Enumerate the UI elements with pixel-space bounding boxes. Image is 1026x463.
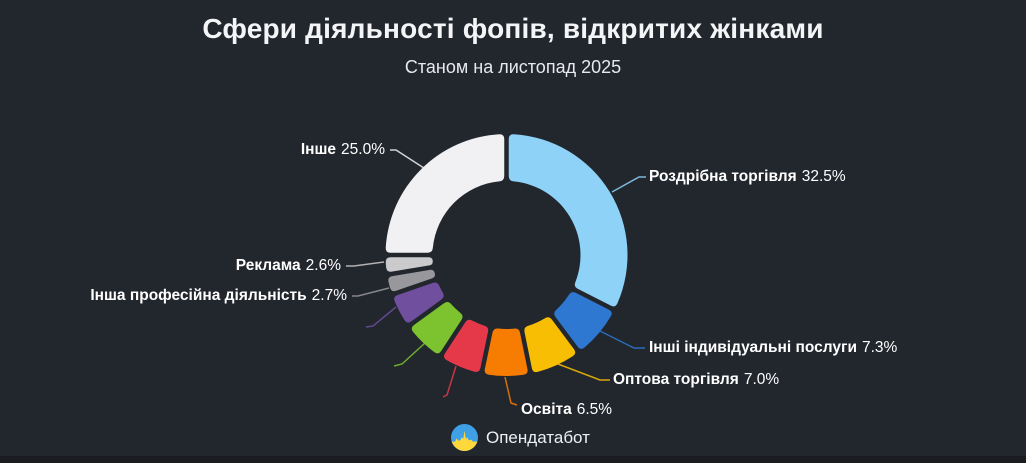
bottom-edge-strip — [0, 456, 1026, 463]
opendatabot-logo[interactable]: Опендатабот — [451, 424, 590, 451]
slice-label-percent: 25.0% — [341, 141, 385, 158]
chart-subtitle: Станом на листопад 2025 — [404, 57, 622, 77]
slice-label-name: Роздрібна торгівля — [649, 168, 797, 185]
slice-label-8: Реклама 2.6% — [236, 257, 341, 275]
donut-slice-1[interactable] — [554, 292, 612, 349]
slice-label-percent: 6.5% — [576, 401, 613, 418]
donut-slice-6[interactable] — [394, 282, 444, 323]
slice-label-3: Освіта 6.5% — [521, 401, 612, 419]
connector-line-0 — [611, 176, 646, 193]
slice-label-percent: 7.0% — [743, 371, 780, 388]
slice-label-name: Реклама — [235, 257, 301, 274]
donut-slice-7[interactable] — [388, 269, 436, 292]
chart-title: Сфери діяльності фопів, відкритих жінкам… — [202, 13, 824, 44]
slice-label-name: Освіта — [521, 401, 572, 418]
connector-line-3 — [504, 376, 518, 406]
donut-slice-3[interactable] — [484, 328, 528, 377]
connector-line-7 — [352, 287, 390, 297]
connector-line-1 — [599, 330, 645, 349]
donut-slice-9[interactable] — [385, 134, 505, 253]
donut-slice-5[interactable] — [411, 301, 463, 354]
donut-slice-2[interactable] — [524, 317, 576, 373]
connector-line-2 — [557, 363, 610, 381]
slice-label-0: Роздрібна торгівля 32.5% — [649, 168, 846, 186]
donut-slice-0[interactable] — [508, 134, 628, 307]
slice-label-name: Інше — [300, 141, 337, 158]
donut-slice-8[interactable] — [385, 257, 433, 272]
slice-label-7: Інша професійна діяльність 2.7% — [90, 287, 347, 305]
slice-label-9: Інше 25.0% — [301, 141, 385, 159]
slice-label-percent: 7.3% — [861, 339, 898, 356]
connector-line-6 — [365, 306, 397, 328]
logo-text: Опендатабот — [486, 427, 590, 447]
donut-slice-4[interactable] — [443, 319, 489, 372]
slice-label-percent: 2.6% — [305, 257, 341, 274]
connector-line-4 — [442, 365, 457, 398]
slice-label-name: Інша професійна діяльність — [90, 287, 307, 304]
connector-line-9 — [390, 149, 428, 171]
opendatabot-icon — [451, 424, 478, 451]
slice-label-percent: 32.5% — [801, 168, 846, 185]
slice-label-name: Інші індивідуальні послуги — [649, 339, 857, 356]
slice-label-2: Оптова торгівля 7.0% — [613, 371, 779, 389]
connector-line-5 — [393, 342, 426, 367]
connector-line-8 — [346, 261, 385, 267]
slice-label-percent: 2.7% — [311, 287, 347, 304]
slice-label-name: Оптова торгівля — [613, 371, 739, 388]
slice-label-1: Інші індивідуальні послуги 7.3% — [649, 339, 897, 357]
